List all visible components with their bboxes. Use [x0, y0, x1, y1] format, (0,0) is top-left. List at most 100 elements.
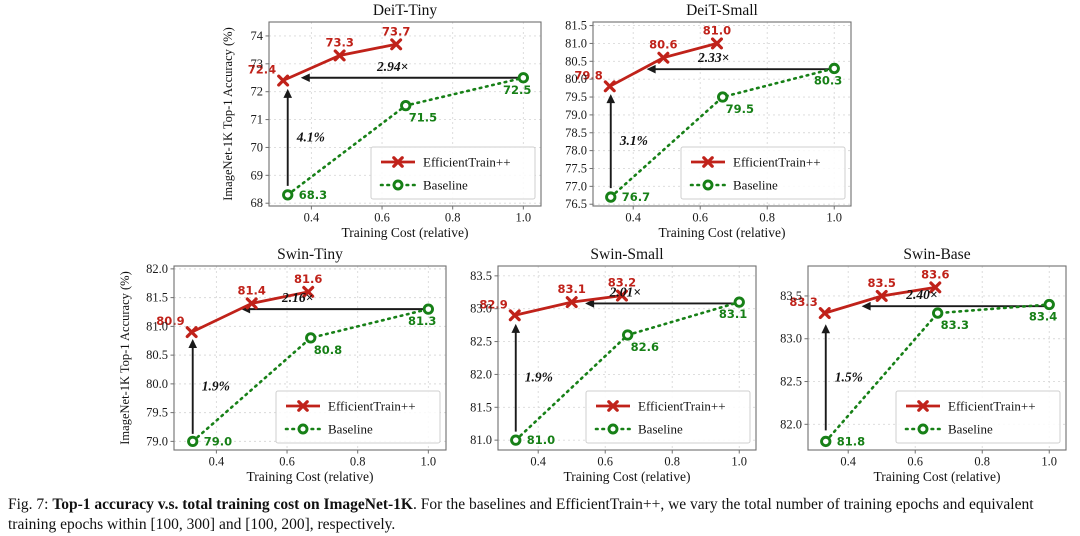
x-axis-label: Training Cost (relative): [874, 469, 1001, 484]
x-axis-label: Training Cost (relative): [659, 225, 786, 240]
chart-swin-tiny: 80.9 81.4 81.6 79.0 80.8 81.3 2.16× 1.9% 0.4 0.6 0…: [118, 246, 454, 486]
y-tick-label: 82.0: [470, 367, 492, 381]
baseline-series: [510, 296, 745, 446]
efficienttrain-series: [818, 281, 942, 320]
gain-arrow: [821, 324, 831, 431]
efficienttrain-point-marker: [710, 37, 723, 50]
x-marker-stroke: [875, 289, 888, 302]
legend-box: [895, 390, 1061, 444]
baseline-point-marker: [932, 307, 944, 319]
legend-o-marker-icon: [917, 423, 929, 435]
baseline-series: [605, 62, 840, 203]
data-point-label: 82.9: [479, 297, 507, 311]
chart-row-bottom: 80.9 81.4 81.6 79.0 80.8 81.3 2.16× 1.9% 0.4 0.6 0…: [0, 246, 1080, 486]
y-tick-label: 83.0: [470, 302, 492, 316]
baseline-point-marker: [820, 435, 832, 448]
x-marker-stroke: [185, 326, 198, 339]
caption-bold-title: Top-1 accuracy v.s. total training cost …: [52, 496, 413, 513]
legend-x-marker-icon: [607, 400, 619, 412]
x-tick-label: 0.8: [664, 455, 680, 469]
efficienttrain-point-marker: [390, 38, 403, 51]
x-marker-stroke: [607, 400, 619, 412]
data-point-label: 81.0: [703, 23, 731, 37]
data-point-label: 83.1: [558, 282, 586, 296]
chart-svg: 79.8 80.6 81.0 76.7 79.5 80.3 2.33× 3.1% 0.4 0.6 0…: [557, 2, 859, 242]
baseline-point-marker: [605, 191, 617, 203]
x-marker-stroke: [818, 307, 831, 320]
gain-label: 1.9%: [202, 378, 230, 393]
y-tick-label: 73: [251, 57, 264, 71]
speedup-arrow: [300, 73, 524, 83]
data-point-label: 83.3: [941, 318, 969, 332]
legend-o-marker-icon: [702, 179, 714, 191]
chart-deit-small: 79.8 80.6 81.0 76.7 79.5 80.3 2.33× 3.1% 0.4 0.6 0…: [557, 2, 859, 242]
baseline-line: [824, 303, 1051, 443]
y-tick-label: 79.0: [146, 434, 168, 448]
data-point-label: 83.5: [868, 276, 896, 290]
legend: EfficientTrain++ Baseline: [680, 146, 846, 200]
gain-label: 1.5%: [835, 369, 863, 384]
data-point-label: 80.8: [314, 343, 342, 357]
efficienttrain-series: [508, 289, 628, 322]
legend-x-marker-icon: [392, 156, 404, 168]
legend-x-marker-icon: [917, 400, 929, 412]
legend-efficienttrain-label: EfficientTrain++: [638, 399, 726, 414]
baseline-point-marker: [828, 62, 840, 75]
y-tick-label: 68: [251, 196, 264, 210]
y-tick-label: 70: [251, 140, 264, 154]
legend-box: [680, 146, 846, 200]
chart-title: DeiT-Small: [686, 2, 758, 19]
x-axis-label: Training Cost (relative): [342, 225, 469, 240]
efficienttrain-series: [277, 38, 403, 87]
legend-box: [585, 390, 751, 444]
data-point-label: 82.6: [631, 340, 659, 354]
data-point-label: 79.8: [574, 68, 602, 82]
y-tick-label: 79.0: [565, 108, 587, 122]
x-marker-stroke: [917, 400, 929, 412]
efficienttrain-point-marker: [302, 285, 315, 298]
y-tick-label: 82.5: [780, 375, 802, 389]
y-tick-label: 81.5: [470, 400, 492, 414]
baseline-point-marker: [717, 91, 729, 103]
gain-arrowhead: [606, 94, 616, 104]
speedup-label: 2.01×: [609, 284, 641, 299]
x-axis-label: Training Cost (relative): [564, 469, 691, 484]
chart-title: Swin-Tiny: [277, 246, 343, 263]
legend-baseline-label: Baseline: [638, 422, 683, 437]
x-marker-stroke: [565, 296, 578, 309]
chart-title: Swin-Small: [590, 246, 663, 263]
efficienttrain-point-marker: [875, 289, 888, 302]
data-point-label: 79.5: [726, 102, 754, 116]
y-axis-label: ImageNet-1K Top-1 Accuracy (%): [118, 271, 132, 444]
baseline-series: [187, 303, 434, 448]
x-tick-label: 1.0: [1041, 455, 1057, 469]
x-tick-label: 0.4: [304, 211, 320, 225]
baseline-point-marker: [187, 435, 199, 448]
chart-title: Swin-Base: [903, 246, 970, 263]
y-tick-label: 81.0: [146, 319, 168, 333]
efficienttrain-point-marker: [929, 281, 942, 294]
chart-title: DeiT-Tiny: [373, 2, 438, 19]
y-tick-label: 72: [251, 85, 264, 99]
legend-o-marker-icon: [297, 423, 309, 435]
legend-o-marker-icon: [392, 179, 404, 191]
data-point-label: 73.3: [325, 35, 353, 49]
y-tick-label: 82.0: [780, 417, 802, 431]
efficienttrain-series: [185, 285, 315, 339]
data-point-label: 83.3: [789, 295, 817, 309]
x-tick-label: 0.8: [759, 211, 775, 225]
gain-arrowhead: [511, 323, 521, 333]
x-tick-label: 0.6: [279, 455, 295, 469]
x-tick-label: 0.4: [209, 455, 225, 469]
legend: EfficientTrain++ Baseline: [585, 390, 751, 444]
x-tick-label: 0.4: [625, 211, 641, 225]
efficienttrain-point-marker: [277, 74, 290, 87]
data-point-label: 80.3: [814, 73, 842, 87]
chart-row-top: 72.4 73.3 73.7 68.3 71.5 72.5 2.94× 4.1% 0.4 0.6 0…: [0, 0, 1080, 242]
y-tick-label: 83.5: [780, 289, 802, 303]
y-tick-label: 80.5: [565, 54, 587, 68]
data-point-label: 83.2: [608, 276, 636, 290]
y-tick-label: 82.5: [470, 335, 492, 349]
y-tick-label: 77.0: [565, 179, 587, 193]
y-tick-label: 81.5: [146, 291, 168, 305]
